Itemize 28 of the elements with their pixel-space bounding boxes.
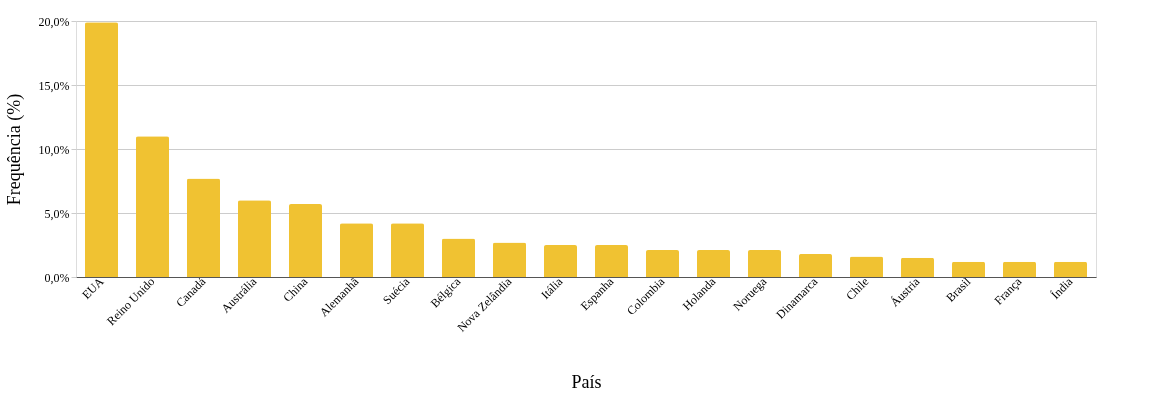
bar (442, 238, 475, 277)
bar (1054, 261, 1087, 277)
y-axis-title: Frequência (%) (3, 93, 25, 206)
x-tick-label: Chile (843, 274, 872, 303)
bar (850, 256, 883, 277)
bar (238, 200, 271, 277)
bar (136, 136, 169, 277)
bar (493, 242, 526, 277)
y-tick-label: 20,0% (38, 14, 70, 29)
bar (85, 22, 118, 277)
bar (748, 250, 781, 277)
bar (544, 245, 577, 277)
bar (646, 250, 679, 277)
bar (391, 223, 424, 277)
bar (799, 253, 832, 277)
bar (595, 245, 628, 277)
y-tick-label: 0,0% (44, 270, 70, 285)
bar (1003, 261, 1036, 277)
bar (289, 204, 322, 277)
bar (952, 261, 985, 277)
bar (187, 178, 220, 277)
x-axis-title: País (571, 371, 602, 392)
bar (340, 223, 373, 277)
y-tick-label: 5,0% (44, 206, 70, 221)
bar (901, 257, 934, 277)
y-tick-label: 15,0% (38, 78, 70, 93)
bar (697, 250, 730, 277)
y-tick-label: 10,0% (38, 142, 70, 157)
